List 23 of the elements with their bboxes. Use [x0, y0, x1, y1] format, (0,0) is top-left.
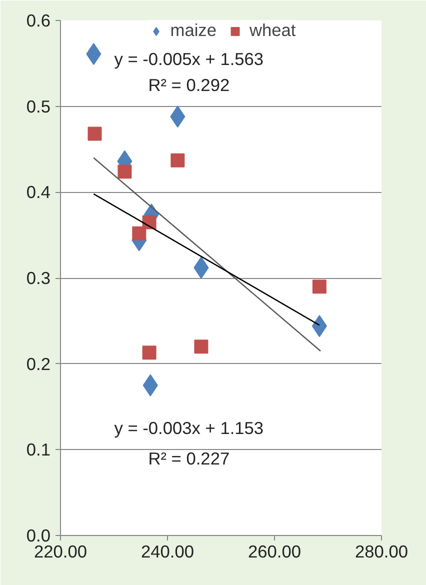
x-tick-label: 260.00 [248, 542, 301, 562]
point [312, 280, 326, 294]
point [142, 346, 156, 360]
point [142, 215, 156, 230]
y-tick-label: 0.6 [26, 10, 51, 30]
y-tick-label: 0.1 [26, 440, 51, 460]
legend-label: maize [170, 20, 216, 41]
legend-label: wheat [249, 20, 296, 41]
annotation: y = -0.005x + 1.563 [114, 49, 264, 70]
y-tick-label: 0.3 [26, 268, 51, 288]
point [170, 153, 185, 168]
y-tick-label: 0.2 [26, 354, 51, 374]
point [88, 126, 102, 141]
annotation: R² = 0.227 [148, 448, 230, 468]
y-tick-label: 0.5 [26, 96, 51, 116]
x-tick-label: 280.00 [355, 542, 408, 562]
annotation: R² = 0.292 [148, 74, 230, 95]
point [118, 164, 132, 179]
point [194, 340, 208, 354]
y-tick-label: 0.4 [26, 182, 51, 202]
point [132, 226, 146, 240]
x-tick-label: 240.00 [141, 542, 194, 562]
annotation: y = -0.003x + 1.153 [114, 418, 264, 438]
